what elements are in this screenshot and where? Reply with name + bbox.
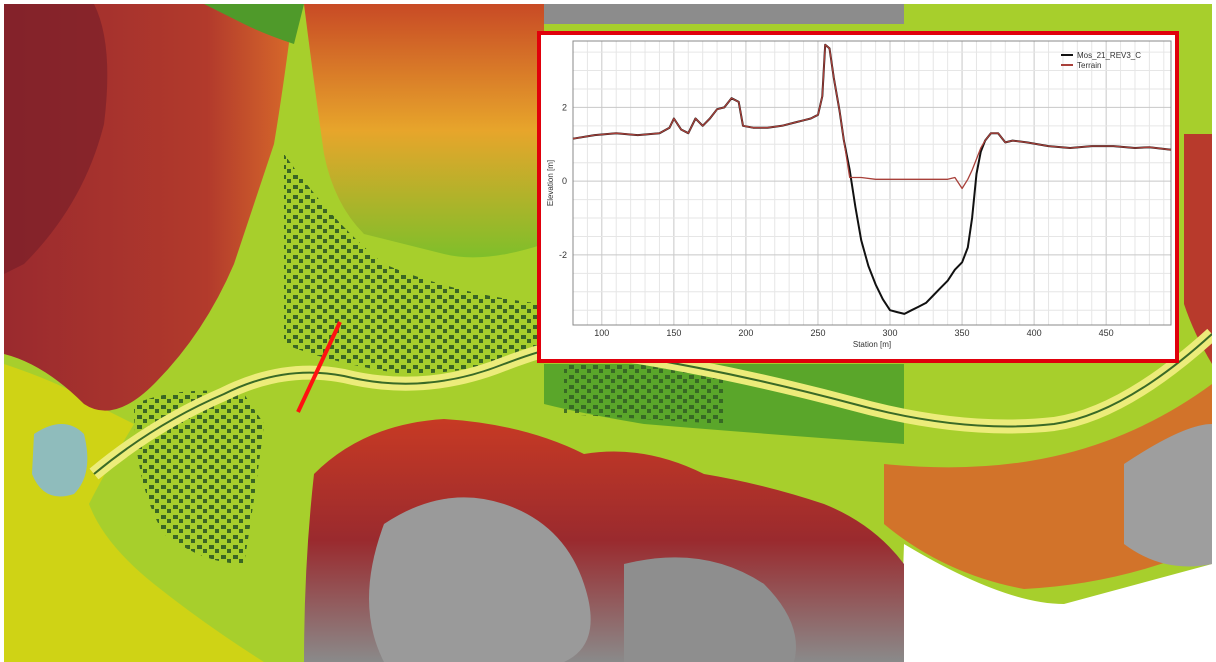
- y-tick-label: 0: [562, 176, 567, 186]
- x-tick-label: 250: [810, 328, 825, 338]
- northern-gray-area: [544, 4, 904, 24]
- y-axis-label: Elevation [m]: [546, 160, 555, 206]
- x-tick-label: 300: [882, 328, 897, 338]
- x-tick-label: 100: [594, 328, 609, 338]
- y-tick-label: -2: [559, 250, 567, 260]
- profile-chart-panel: 100 150 200 250 300 350 400 450 -2 0 2 Station [m…: [537, 31, 1179, 363]
- x-tick-label: 150: [666, 328, 681, 338]
- x-tick-label: 350: [955, 328, 970, 338]
- legend-label: Mos_21_REV3_C: [1077, 51, 1141, 60]
- x-tick-label: 400: [1027, 328, 1042, 338]
- lagoon: [32, 424, 87, 497]
- profile-chart: 100 150 200 250 300 350 400 450 -2 0 2 Station [m…: [541, 35, 1175, 359]
- y-tick-label: 2: [562, 102, 567, 112]
- x-tick-label: 200: [738, 328, 753, 338]
- x-tick-label: 450: [1099, 328, 1114, 338]
- legend-label: Terrain: [1077, 61, 1101, 70]
- x-axis-label: Station [m]: [853, 340, 891, 349]
